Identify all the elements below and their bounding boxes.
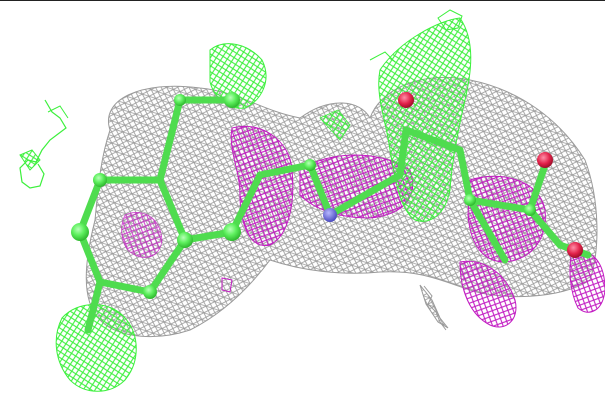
carbon-atom	[174, 94, 186, 106]
carbon-atom	[93, 173, 107, 187]
top-border	[0, 0, 605, 1]
oxygen-atom	[567, 242, 583, 258]
carbon-atom	[223, 223, 241, 241]
grey-fragment	[423, 285, 447, 331]
carbon-atom	[464, 194, 476, 206]
carbon-atom	[524, 204, 536, 216]
ligand-bonds	[76, 96, 592, 334]
nitrogen-atom	[323, 208, 337, 222]
carbon-atom	[224, 92, 240, 108]
ligand-atoms	[71, 92, 583, 299]
carbon-atom	[71, 223, 89, 241]
carbon-atom	[143, 285, 157, 299]
carbon-atom	[304, 159, 316, 171]
oxygen-atom	[398, 92, 414, 108]
oxygen-atom	[537, 152, 553, 168]
carbon-atom	[177, 232, 193, 248]
